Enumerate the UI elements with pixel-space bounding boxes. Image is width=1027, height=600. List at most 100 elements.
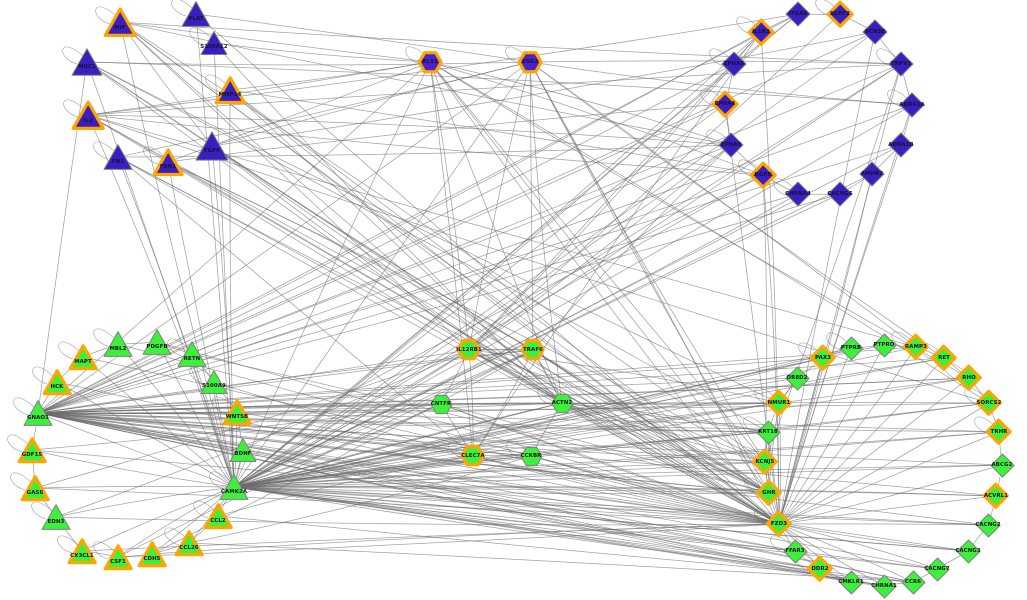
graph-edge bbox=[778, 347, 852, 525]
graph-edge bbox=[167, 161, 766, 463]
graph-edge bbox=[229, 89, 563, 404]
graph-node-fn1[interactable]: FN1 bbox=[101, 140, 135, 174]
graph-edge bbox=[37, 104, 913, 414]
graph-node-chrna4[interactable]: CHRNA4 bbox=[783, 179, 813, 209]
graph-node-krt18[interactable]: KRT18 bbox=[754, 418, 783, 447]
graph-node-kcnj5[interactable]: KCNJ5 bbox=[748, 445, 781, 478]
graph-node-cacng5[interactable]: CACNG5 bbox=[825, 179, 855, 209]
graph-edge bbox=[93, 328, 117, 347]
graph-node-scn3b[interactable]: SCN3B bbox=[860, 17, 890, 47]
graph-edge bbox=[37, 61, 88, 414]
graph-node-ddr2[interactable]: DDR2 bbox=[803, 552, 836, 585]
graph-edge bbox=[233, 349, 534, 488]
graph-node-epha5[interactable]: EPHA5 bbox=[719, 49, 749, 79]
graph-edge bbox=[233, 431, 769, 488]
graph-node-amhr2[interactable]: AMHR2 bbox=[857, 159, 887, 189]
graph-node-abcg2[interactable]: ABCG2 bbox=[988, 451, 1017, 480]
graph-node-epha3[interactable]: EPHA3 bbox=[716, 130, 746, 160]
graph-node-esr2[interactable]: ESR2 bbox=[514, 46, 546, 78]
graph-node-trpv1[interactable]: TRPV1 bbox=[886, 49, 916, 79]
graph-node-fgf6[interactable]: FGF6 bbox=[193, 127, 231, 165]
graph-node-actn2[interactable]: ACTN2 bbox=[549, 390, 576, 417]
graph-node-fbn1[interactable]: FBN1 bbox=[149, 143, 187, 181]
graph-edge bbox=[561, 402, 770, 494]
graph-node-cmklr1[interactable]: CMKLR1 bbox=[837, 568, 866, 597]
graph-edge bbox=[887, 89, 911, 108]
graph-node-epha4[interactable]: EPHA4 bbox=[708, 87, 742, 121]
graph-edge bbox=[188, 542, 914, 583]
graph-node-csf1[interactable]: CSF1 bbox=[100, 539, 136, 575]
graph-node-il2[interactable]: IL2 bbox=[68, 95, 108, 135]
graph-node-mif[interactable]: MIF bbox=[100, 2, 140, 42]
graph-edge bbox=[233, 486, 770, 495]
graph-node-adra1b[interactable]: ADRA1B bbox=[886, 130, 916, 160]
graph-node-gdf15[interactable]: GDF15 bbox=[14, 432, 50, 468]
graph-node-cntfr[interactable]: CNTFR bbox=[428, 391, 455, 418]
graph-node-ghr[interactable]: GHR bbox=[752, 476, 785, 509]
graph-node-ptpro[interactable]: PTPRO bbox=[870, 331, 899, 360]
graph-node-il1r2[interactable]: IL1R2 bbox=[744, 15, 778, 49]
graph-edge bbox=[429, 61, 732, 146]
graph-node-chrna1[interactable]: CHRNA1 bbox=[870, 572, 899, 600]
graph-edge bbox=[773, 178, 797, 197]
graph-edge bbox=[754, 508, 778, 527]
graph-node-wnt5b[interactable]: WNT5B bbox=[219, 394, 255, 430]
graph-edge bbox=[55, 486, 235, 518]
graph-edge bbox=[37, 346, 917, 414]
graph-edge bbox=[191, 353, 235, 488]
graph-edge bbox=[876, 48, 900, 67]
graph-node-mmp14[interactable]: MMP14 bbox=[211, 71, 249, 109]
graph-node-edn3[interactable]: EDN3 bbox=[39, 500, 73, 534]
graph-edge bbox=[37, 377, 798, 414]
graph-node-ptprb[interactable]: PTPRB bbox=[837, 334, 866, 363]
graph-node-il12rb1[interactable]: IL12RB1 bbox=[453, 334, 484, 365]
graph-edge bbox=[233, 431, 1000, 488]
graph-edge bbox=[171, 0, 195, 17]
graph-node-mbl2[interactable]: MBL2 bbox=[101, 327, 135, 361]
graph-node-rls1[interactable]: RLS1 bbox=[414, 46, 446, 78]
graph-edge bbox=[233, 486, 770, 494]
graph-node-bdnf[interactable]: BDNF bbox=[227, 434, 259, 466]
graph-edge bbox=[233, 63, 735, 488]
graph-node-cx3cl1[interactable]: CX3CL1 bbox=[64, 533, 100, 569]
graph-node-cdh5[interactable]: CDH5 bbox=[134, 536, 170, 572]
graph-edge bbox=[778, 464, 1003, 525]
graph-node-ccl26[interactable]: CCL26 bbox=[171, 525, 207, 561]
graph-node-trhr[interactable]: TRHR bbox=[982, 415, 1015, 448]
graph-node-cacng3[interactable]: CACNG3 bbox=[954, 537, 983, 566]
graph-node-hck[interactable]: HCK bbox=[39, 364, 75, 400]
graph-node-acvrl1[interactable]: ACVRL1 bbox=[979, 479, 1012, 512]
graph-node-klrf2[interactable]: KLRF2 bbox=[823, 0, 857, 31]
graph-edge bbox=[532, 349, 770, 494]
graph-node-pdgfb[interactable]: PDGFB bbox=[140, 325, 174, 359]
graph-edge bbox=[63, 99, 87, 118]
graph-edge bbox=[37, 412, 989, 526]
graph-node-ngfr[interactable]: NGFR bbox=[746, 158, 780, 192]
graph-edge bbox=[429, 61, 764, 176]
graph-edge bbox=[31, 449, 235, 488]
graph-edge bbox=[205, 74, 229, 93]
graph-edge bbox=[57, 535, 81, 554]
graph-node-clec7a[interactable]: CLEC7A bbox=[457, 440, 488, 471]
graph-edge bbox=[706, 129, 730, 148]
graph-node-adra1a[interactable]: ADRA1A bbox=[897, 90, 927, 120]
graph-node-traf6[interactable]: TRAF6 bbox=[517, 334, 548, 365]
graph-node-gnao1[interactable]: GNAO1 bbox=[21, 396, 55, 430]
graph-edge bbox=[233, 377, 970, 488]
graph-edge bbox=[37, 63, 902, 414]
graph-edge bbox=[537, 387, 561, 406]
graph-node-muc1[interactable]: MUC1 bbox=[69, 44, 105, 80]
graph-node-nmur1[interactable]: NMUR1 bbox=[762, 386, 795, 419]
graph-edge bbox=[119, 21, 563, 404]
graph-edge bbox=[506, 440, 530, 459]
graph-edge bbox=[211, 31, 876, 147]
graph-edge bbox=[87, 114, 770, 494]
graph-node-cacng2[interactable]: CACNG2 bbox=[974, 511, 1003, 540]
graph-node-cckbr[interactable]: CCKBR bbox=[518, 443, 545, 470]
graph-edge bbox=[37, 13, 799, 414]
graph-node-ccr6[interactable]: CCR6 bbox=[899, 568, 928, 597]
graph-node-itga8[interactable]: ITGA8 bbox=[783, 0, 813, 29]
graph-edge bbox=[37, 412, 532, 457]
graph-node-s100a12[interactable]: S100A12 bbox=[198, 27, 230, 59]
